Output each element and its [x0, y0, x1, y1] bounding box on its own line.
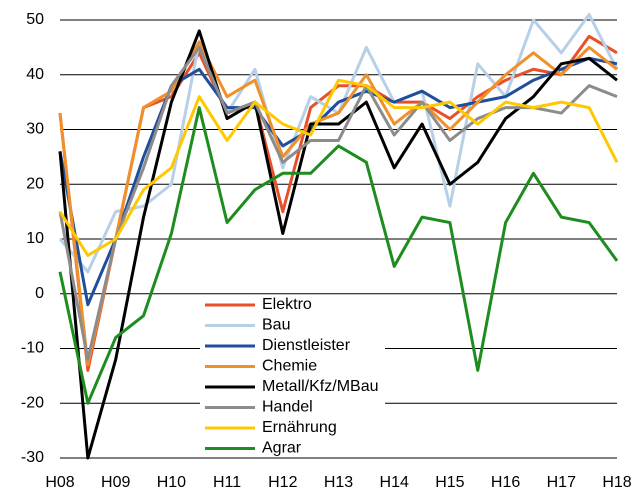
legend-label: Handel — [262, 399, 313, 416]
x-tick-label: H08 — [45, 474, 74, 491]
series-line — [58, 78, 619, 257]
y-tick-label: 10 — [26, 230, 44, 247]
x-tick-label: H16 — [491, 474, 520, 491]
x-tick-label: H15 — [435, 474, 464, 491]
legend-label: Elektro — [262, 296, 312, 313]
y-tick-label: 30 — [26, 121, 44, 138]
x-tick-label: H09 — [101, 474, 130, 491]
legend-label: Chemie — [262, 358, 317, 375]
legend-label: Metall/Kfz/MBau — [262, 378, 378, 395]
series-line — [58, 40, 618, 367]
series-line — [58, 29, 618, 460]
x-tick-label: H11 — [213, 474, 241, 491]
y-tick-label: 0 — [35, 285, 44, 302]
x-tick-label: H14 — [380, 474, 409, 491]
y-tick-label: 40 — [26, 66, 44, 83]
legend-label: Agrar — [262, 440, 302, 457]
x-tick-label: H17 — [547, 474, 576, 491]
y-tick-label: -30 — [21, 449, 44, 466]
x-tick-label: H10 — [157, 474, 186, 491]
series-line — [58, 45, 618, 361]
y-tick-label: -20 — [21, 394, 44, 411]
y-tick-label: 50 — [26, 11, 44, 28]
legend-label: Dienstleister — [262, 337, 351, 354]
x-tick-label: H13 — [324, 474, 353, 491]
y-tick-label: -10 — [21, 340, 44, 357]
x-tick-label: H18 — [602, 474, 631, 491]
series-line — [58, 34, 618, 372]
x-tick-label: H12 — [268, 474, 297, 491]
series-line — [58, 56, 618, 307]
y-tick-label: 20 — [26, 175, 44, 192]
legend-label: Ernährung — [262, 419, 337, 436]
legend-label: Bau — [262, 317, 290, 334]
series-line — [58, 106, 619, 405]
